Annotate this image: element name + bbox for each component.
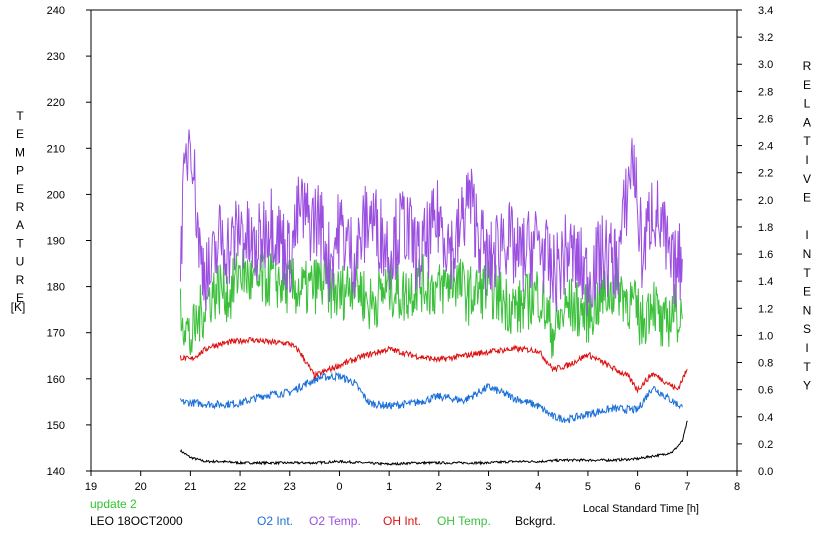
x-tick-label: 23 xyxy=(284,481,296,493)
y-right-label-letter: I xyxy=(805,228,808,242)
y-right-tick-label: 3.0 xyxy=(758,59,773,71)
y-left-tick-label: 230 xyxy=(47,51,65,63)
y-right-tick-label: 1.0 xyxy=(758,330,773,342)
legend-oh-temp: OH Temp. xyxy=(437,514,491,528)
y-axis-right: 0.0 0.2 0.4 0.6 0.8 1.0 1.2 1.4 1.6 1.8 2.0 2.2 2.4 2… xyxy=(737,5,773,478)
series-line-oh-temp xyxy=(179,248,683,359)
y-left-label-letter: R xyxy=(16,273,25,287)
y-left-tick-label: 140 xyxy=(47,466,65,478)
x-tick-label: 2 xyxy=(436,481,442,493)
y-left-label-letter: E xyxy=(16,291,24,305)
x-tick-label: 0 xyxy=(336,481,342,493)
legend-o2-int: O2 Int. xyxy=(257,514,294,528)
series-line-o2-temp xyxy=(179,129,683,317)
y-right-tick-label: 3.4 xyxy=(758,5,773,17)
y-right-tick-label: 2.8 xyxy=(758,86,773,98)
y-left-label-letter: E xyxy=(16,127,24,141)
y-right-tick-label: 1.4 xyxy=(758,276,773,288)
y-right-label-letter: T xyxy=(803,360,811,374)
x-tick-label: 21 xyxy=(184,481,196,493)
y-right-label-letter: A xyxy=(803,115,811,129)
y-left-label-letter: T xyxy=(16,236,24,250)
y-left-label-letter: T xyxy=(16,109,24,123)
series-line-oh-int xyxy=(179,337,688,394)
y-left-label-letter: M xyxy=(15,145,25,159)
y-right-tick-label: 1.2 xyxy=(758,303,773,315)
x-tick-label: 3 xyxy=(485,481,491,493)
y-right-label-letter: E xyxy=(803,285,811,299)
x-tick-label: 4 xyxy=(535,481,541,493)
y-left-tick-label: 160 xyxy=(47,374,65,386)
y-right-tick-label: 1.6 xyxy=(758,249,773,261)
y-left-tick-label: 190 xyxy=(47,236,65,248)
x-tick-label: 7 xyxy=(684,481,690,493)
y-right-tick-label: 3.2 xyxy=(758,32,773,44)
y-left-label-letter: P xyxy=(16,164,24,178)
y-right-tick-label: 0.8 xyxy=(758,358,773,370)
y-right-label-letter: R xyxy=(803,59,812,73)
y-right-label-letter: S xyxy=(803,322,811,336)
legend-o2-temp: O2 Temp. xyxy=(309,514,361,528)
y-right-tick-label: 1.8 xyxy=(758,222,773,234)
y-right-label-letter: V xyxy=(803,172,811,186)
y-left-tick-label: 170 xyxy=(47,328,65,340)
x-tick-label: 19 xyxy=(85,481,97,493)
y-right-label-letter: T xyxy=(803,266,811,280)
x-tick-label: 1 xyxy=(386,481,392,493)
station-date-label: LEO 18OCT2000 xyxy=(90,514,183,528)
y-right-tick-label: 0.0 xyxy=(758,466,773,478)
series-line-bckgrd xyxy=(179,420,688,467)
y-right-tick-label: 0.4 xyxy=(758,412,773,424)
y-left-label-letter: A xyxy=(16,218,24,232)
series-line-o2-int xyxy=(179,371,683,424)
y-right-label-letter: N xyxy=(803,303,812,317)
x-tick-label: 20 xyxy=(135,481,147,493)
y-left-tick-label: 210 xyxy=(47,143,65,155)
series-group xyxy=(179,129,688,467)
x-tick-label: 22 xyxy=(234,481,246,493)
y-left-label-letter: E xyxy=(16,182,24,196)
y-right-label-letter: E xyxy=(803,78,811,92)
y-right-tick-label: 0.2 xyxy=(758,439,773,451)
y-right-tick-label: 2.6 xyxy=(758,113,773,125)
y-right-tick-label: 2.0 xyxy=(758,195,773,207)
y-left-tick-label: 220 xyxy=(47,97,65,109)
y-axis-left-unit: [K] xyxy=(11,300,26,314)
y-left-label-letter: R xyxy=(16,200,25,214)
legend-bckgrd: Bckgrd. xyxy=(515,514,556,528)
y-left-tick-label: 180 xyxy=(47,282,65,294)
y-right-tick-label: 2.4 xyxy=(758,141,773,153)
y-right-label-letter: Y xyxy=(803,379,811,393)
y-right-label-letter: I xyxy=(805,341,808,355)
y-right-tick-label: 2.2 xyxy=(758,168,773,180)
x-axis: 19 20 21 22 23 0 1 2 3 4 5 6 7 8 xyxy=(85,471,740,493)
y-axis-left: 140 150 160 170 180 190 200 210 220 230 240 xyxy=(47,5,91,478)
x-axis-label: Local Standard Time [h] xyxy=(583,503,699,515)
update-label: update 2 xyxy=(90,497,137,511)
y-right-label-letter: L xyxy=(804,97,811,111)
y-left-label-letter: U xyxy=(16,255,25,269)
legend-oh-int: OH Int. xyxy=(383,514,422,528)
y-right-label-letter: I xyxy=(805,153,808,167)
y-right-tick-label: 0.6 xyxy=(758,385,773,397)
y-left-tick-label: 150 xyxy=(47,420,65,432)
y-left-tick-label: 240 xyxy=(47,5,65,17)
x-tick-label: 5 xyxy=(585,481,591,493)
y-right-label-letter: E xyxy=(803,191,811,205)
y-right-label-letter: N xyxy=(803,247,812,261)
y-right-label-letter: T xyxy=(803,134,811,148)
x-tick-label: 6 xyxy=(635,481,641,493)
y-left-tick-label: 200 xyxy=(47,189,65,201)
x-tick-label: 8 xyxy=(734,481,740,493)
